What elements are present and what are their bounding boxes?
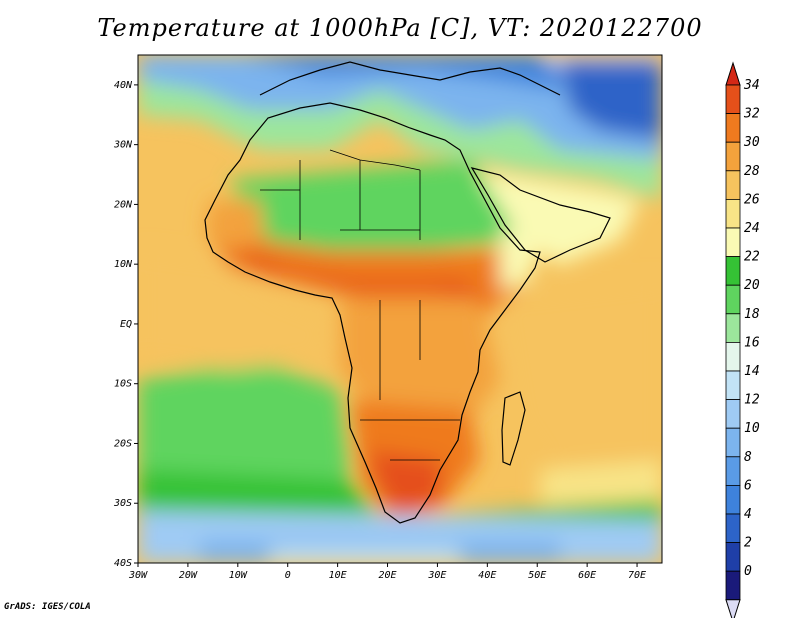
west-africa-warm-zone [205, 200, 265, 250]
sahel-hot-zone [205, 230, 520, 320]
arabia-mild-zone [470, 170, 640, 265]
africa-coastline [204, 102, 541, 524]
colorbar-swatch [725, 399, 741, 429]
lat-tick-label: 10N [114, 259, 133, 270]
lon-tick-label: 0 [285, 570, 291, 581]
colorbar-swatch [725, 198, 741, 229]
lon-tick-label: 20W [179, 570, 198, 581]
colorbar-swatch [725, 456, 741, 486]
lat-tick-label: 40S [114, 558, 132, 569]
colorbar-swatch [725, 341, 741, 372]
colorbar-label: 14 [744, 364, 760, 379]
colorbar-swatch [725, 256, 741, 286]
colorbar-label: 34 [743, 78, 760, 93]
arabia-coastline [470, 167, 611, 263]
colorbar-label: 18 [744, 307, 760, 322]
colorbar-label: 30 [743, 135, 760, 150]
colorbar-swatch [725, 484, 741, 515]
lat-tick-label: 40N [114, 80, 133, 91]
credit-text: GrADS: IGES/COLA [4, 602, 91, 612]
lat-tick-label: 10S [114, 379, 132, 390]
colorbar-label: 8 [744, 450, 752, 465]
colorbar-swatch [725, 370, 741, 401]
iran-cold-zone [560, 60, 662, 140]
lon-tick-label: 10E [329, 570, 347, 581]
lat-tick-label: EQ [120, 319, 132, 330]
colorbar-label: 4 [744, 507, 752, 522]
europe-cold-zone [240, 55, 560, 90]
colorbar-swatch [725, 84, 741, 115]
colorbar-label: 6 [744, 478, 752, 493]
lat-tick-label: 20S [114, 438, 132, 449]
madagascar-coastline [501, 391, 526, 466]
lon-tick-label: 10W [229, 570, 248, 581]
lon-tick-label: 30W [128, 570, 148, 581]
sahara-green-zone [230, 160, 520, 250]
lon-tick-label: 40E [478, 570, 496, 581]
colorbar-label: 16 [744, 335, 760, 350]
colorbar-swatch [725, 542, 741, 572]
map-title: Temperature at 1000hPa [C], VT: 20201227… [97, 14, 703, 42]
tropical-atlantic-warm-zone [138, 250, 330, 370]
colorbar-swatch [725, 113, 741, 143]
lat-tick-label: 30N [113, 140, 133, 151]
colorbar-label: 0 [744, 564, 752, 579]
colorbar-label: 26 [744, 192, 760, 207]
colorbar-top-arrow [725, 61, 741, 86]
europe-coastline [259, 61, 561, 96]
lon-tick-label: 30E [427, 570, 446, 581]
coastlines [204, 61, 611, 524]
colorbar-swatch [725, 570, 741, 601]
colorbar-label: 2 [744, 536, 752, 551]
colorbar-label: 20 [744, 278, 760, 293]
colorbar-swatch [725, 513, 741, 544]
colorbar-swatch [725, 227, 741, 258]
colorbar-bottom-arrow [725, 599, 741, 618]
plot-frame [137, 54, 663, 564]
colorbar-label: 28 [744, 164, 760, 179]
country-borders [260, 149, 460, 461]
colorbar-label: 12 [744, 393, 760, 408]
colorbar-swatch [725, 284, 741, 315]
lat-tick-label: 20N [114, 199, 133, 210]
kalahari-hottest-zone [370, 450, 440, 515]
lon-tick-label: 20E [378, 570, 396, 581]
colorbar-swatch [725, 427, 741, 458]
southern-ocean-pale-zone [270, 548, 460, 563]
lat-tick-label: 30S [113, 498, 132, 509]
indian-ocean-warm-zone [500, 280, 662, 480]
colorbar-label: 24 [744, 221, 760, 236]
latitude-ticks: 40N 30N 20N 10N EQ 10S 20S 30S 40S [113, 80, 138, 569]
colorbar-label: 10 [744, 421, 760, 436]
sahel-hottest-zone [225, 245, 490, 300]
temperature-field [138, 55, 662, 563]
longitude-ticks: 30W 20W 10W 0 10E 20E 30E 40E 50E 60E 70E [128, 563, 646, 581]
colorbar-swatch [725, 313, 741, 343]
colorbar-label: 22 [744, 250, 760, 265]
colorbar-label: 32 [743, 107, 760, 122]
lon-tick-label: 70E [628, 570, 646, 581]
colorbar-swatch [725, 141, 741, 172]
colorbar-swatch [725, 170, 741, 200]
lon-tick-label: 50E [528, 570, 546, 581]
south-atlantic-green-zone [138, 360, 350, 500]
indian-ocean-mild-zone [540, 460, 662, 505]
lon-tick-label: 60E [578, 570, 596, 581]
